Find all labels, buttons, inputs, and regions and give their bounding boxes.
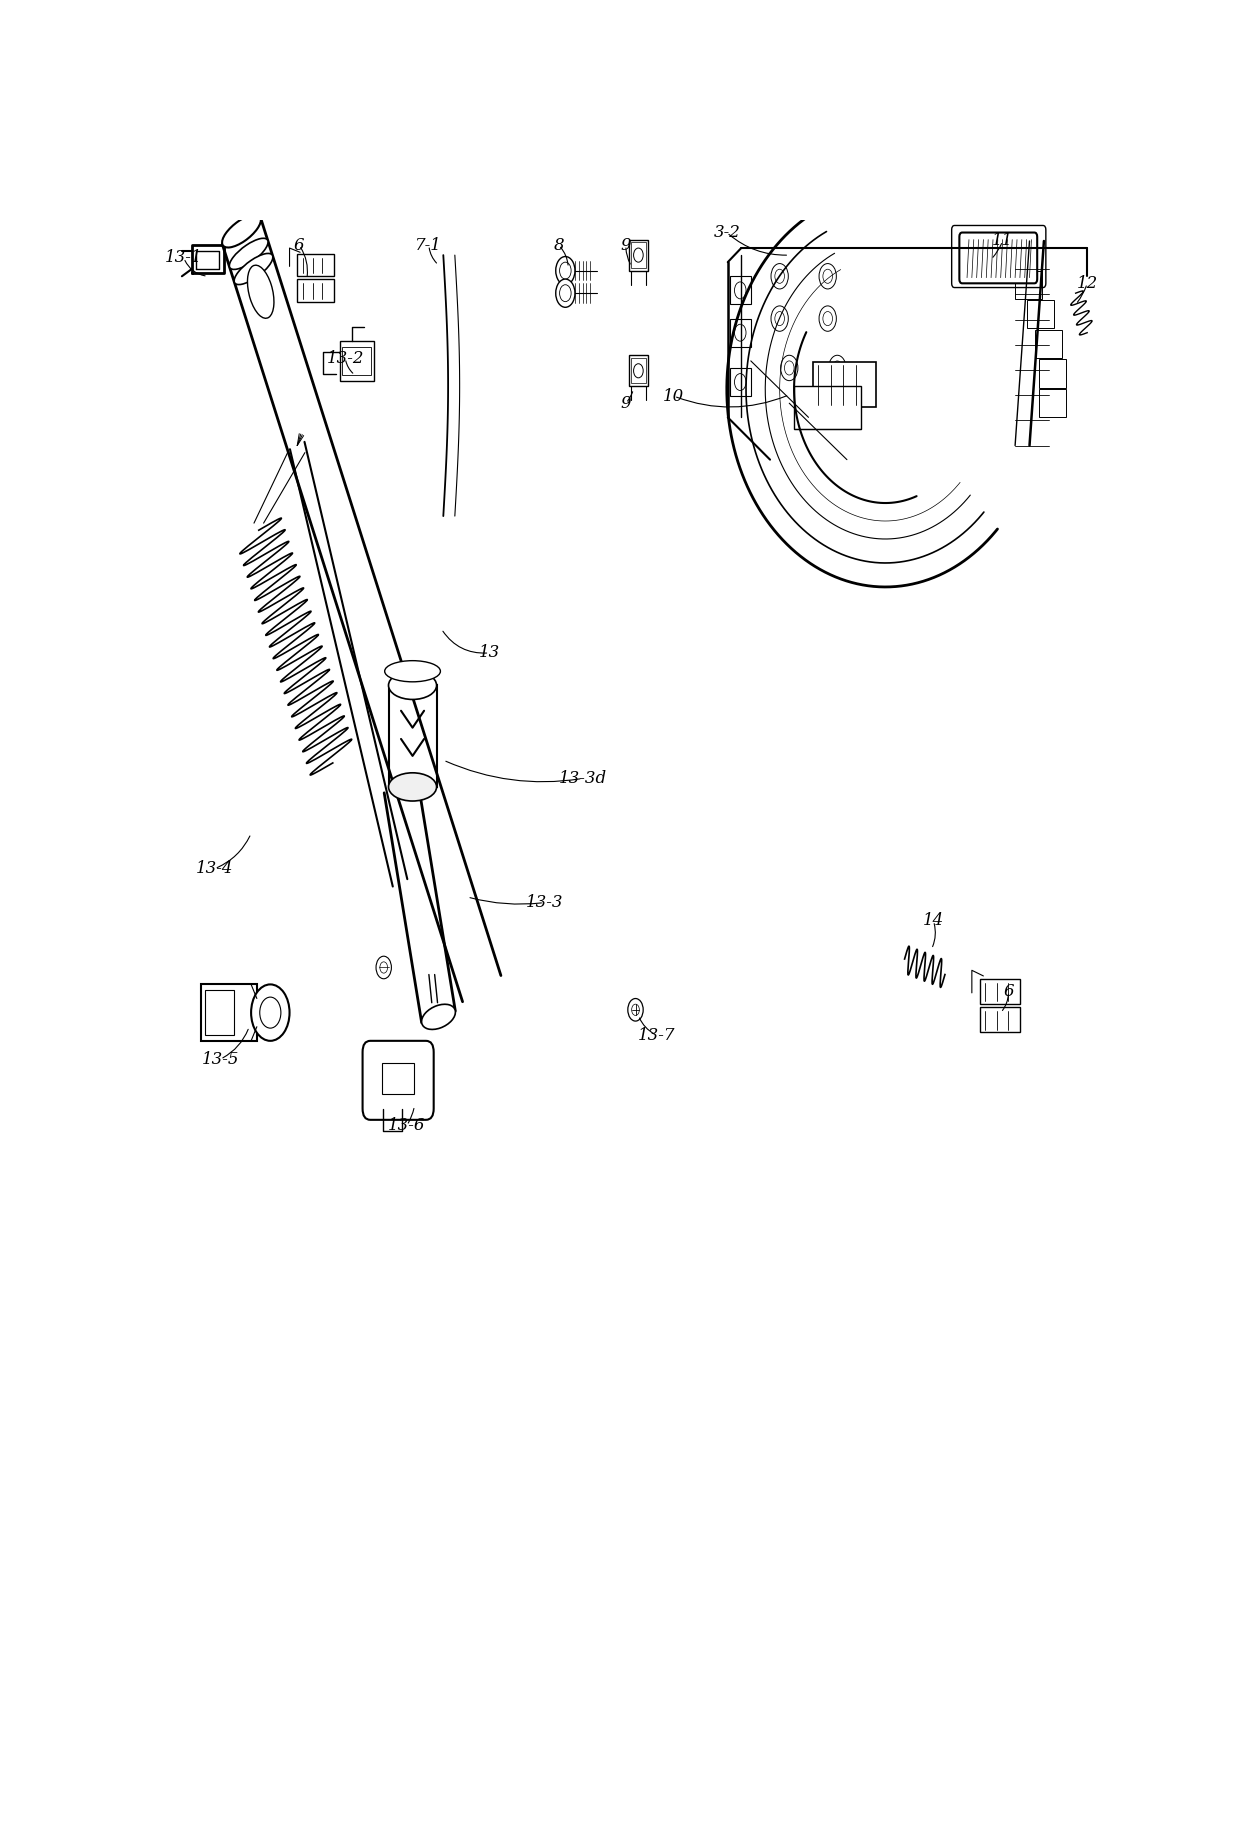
Circle shape (785, 361, 794, 376)
Text: 13-2: 13-2 (326, 350, 365, 366)
Circle shape (259, 997, 281, 1028)
Circle shape (820, 264, 836, 289)
Text: 11: 11 (992, 233, 1013, 249)
Text: 13-3: 13-3 (526, 894, 563, 911)
Text: 14: 14 (923, 912, 944, 929)
Text: 13-6: 13-6 (388, 1118, 425, 1134)
Text: 12: 12 (1076, 275, 1097, 291)
Text: 13-5: 13-5 (202, 1052, 239, 1068)
Bar (980, 1008, 1021, 1033)
Circle shape (775, 269, 785, 284)
Text: 13: 13 (479, 645, 500, 661)
Ellipse shape (384, 661, 440, 682)
Text: 9: 9 (620, 236, 631, 253)
Circle shape (379, 962, 388, 973)
Text: 13-7: 13-7 (637, 1026, 676, 1044)
Bar (342, 346, 371, 376)
Bar (201, 984, 257, 1041)
Ellipse shape (248, 266, 274, 319)
Circle shape (634, 365, 644, 377)
Circle shape (734, 282, 746, 299)
Circle shape (734, 324, 746, 341)
Bar (729, 277, 751, 304)
Text: 9: 9 (620, 394, 631, 412)
Circle shape (376, 956, 392, 978)
Circle shape (627, 998, 644, 1020)
Circle shape (556, 256, 575, 284)
Bar (794, 387, 862, 429)
Bar (631, 357, 646, 383)
Circle shape (832, 361, 842, 376)
Ellipse shape (422, 1004, 455, 1030)
Bar (997, 242, 1024, 269)
Circle shape (781, 355, 797, 381)
Bar (1028, 300, 1054, 328)
Bar (729, 319, 751, 346)
Ellipse shape (229, 238, 268, 269)
Circle shape (559, 284, 572, 302)
Text: 6: 6 (1003, 984, 1013, 1000)
Circle shape (631, 1004, 640, 1015)
Text: 13-1: 13-1 (165, 249, 202, 266)
Bar (298, 253, 334, 277)
Bar (980, 978, 1021, 1004)
Circle shape (559, 262, 572, 278)
Bar (813, 363, 875, 407)
FancyBboxPatch shape (362, 1041, 434, 1119)
Text: 10: 10 (663, 388, 684, 405)
Bar (341, 341, 374, 381)
Circle shape (771, 306, 789, 332)
Bar (1035, 330, 1061, 357)
Bar (382, 1063, 414, 1094)
Ellipse shape (388, 773, 436, 801)
Text: 3-2: 3-2 (713, 224, 740, 242)
Bar (298, 278, 334, 302)
Circle shape (556, 278, 575, 308)
Bar (1016, 271, 1042, 299)
Ellipse shape (222, 214, 260, 247)
Circle shape (828, 355, 846, 381)
Circle shape (634, 247, 644, 262)
Bar (205, 989, 234, 1035)
Bar (629, 240, 649, 271)
Circle shape (823, 311, 832, 326)
Circle shape (823, 269, 832, 284)
Text: 6: 6 (294, 236, 305, 253)
Circle shape (820, 306, 836, 332)
Circle shape (771, 264, 789, 289)
Bar (1039, 388, 1065, 418)
Bar (629, 355, 649, 387)
Circle shape (250, 984, 289, 1041)
Ellipse shape (234, 253, 273, 284)
Bar (729, 368, 751, 396)
Bar (1039, 359, 1065, 388)
FancyBboxPatch shape (960, 233, 1037, 284)
Bar (631, 242, 646, 267)
Text: 7-1: 7-1 (415, 236, 443, 253)
Text: 8: 8 (553, 236, 564, 253)
Text: 13-3d: 13-3d (558, 769, 606, 788)
Circle shape (775, 311, 785, 326)
Circle shape (734, 374, 746, 390)
Ellipse shape (388, 671, 436, 700)
Text: 13-4: 13-4 (196, 861, 233, 878)
Bar (388, 685, 436, 788)
